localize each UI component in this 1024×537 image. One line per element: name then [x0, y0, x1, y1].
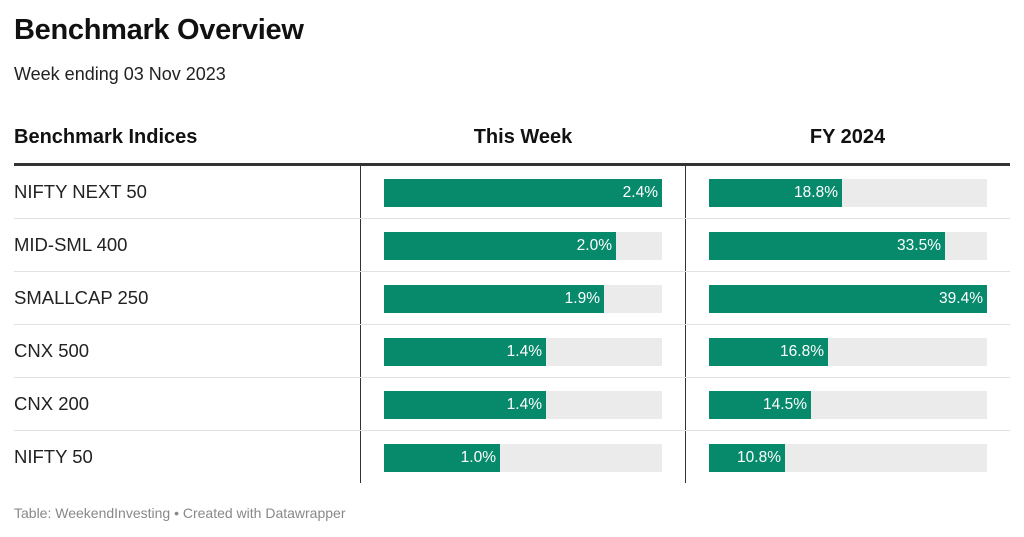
fy-2024-value-label: 33.5%	[897, 237, 941, 254]
column-divider	[685, 219, 686, 271]
this-week-value-label: 2.0%	[576, 237, 612, 254]
fy-2024-bar: 16.8%	[709, 338, 828, 366]
table-row: CNX 200 1.4% 14.5%	[14, 378, 1010, 431]
this-week-bar-track: 1.4%	[384, 391, 662, 419]
column-divider	[685, 325, 686, 377]
this-week-bar-track: 1.4%	[384, 338, 662, 366]
fy-2024-value-label: 18.8%	[794, 184, 838, 201]
column-header-this-week: This Week	[473, 126, 573, 148]
fy-2024-bar-track: 39.4%	[709, 285, 987, 313]
table-row: NIFTY NEXT 50 2.4% 18.8%	[14, 166, 1010, 219]
column-divider	[360, 272, 361, 324]
fy-2024-bar-track: 16.8%	[709, 338, 987, 366]
index-name: NIFTY 50	[14, 446, 93, 467]
page-title: Benchmark Overview	[14, 14, 304, 46]
this-week-bar-track: 2.4%	[384, 179, 662, 207]
this-week-value-label: 1.4%	[506, 343, 542, 360]
this-week-bar: 1.9%	[384, 285, 604, 313]
fy-2024-bar-track: 33.5%	[709, 232, 987, 260]
column-divider	[360, 325, 361, 377]
column-divider	[360, 431, 361, 483]
this-week-bar: 2.0%	[384, 232, 616, 260]
column-divider	[360, 219, 361, 271]
fy-2024-value-label: 10.8%	[737, 449, 781, 466]
index-name: CNX 200	[14, 393, 90, 414]
fy-2024-value-label: 16.8%	[780, 343, 824, 360]
index-name: MID-SML 400	[14, 234, 128, 255]
fy-2024-bar: 39.4%	[709, 285, 987, 313]
page-subtitle: Week ending 03 Nov 2023	[14, 64, 226, 84]
column-divider	[360, 378, 361, 430]
fy-2024-bar-track: 10.8%	[709, 444, 987, 472]
this-week-bar: 1.0%	[384, 444, 500, 472]
table-row: NIFTY 50 1.0% 10.8%	[14, 431, 1010, 483]
column-divider	[685, 378, 686, 430]
table-header: Benchmark Indices This Week FY 2024	[14, 118, 1010, 166]
benchmark-table: Benchmark Indices This Week FY 2024 NIFT…	[14, 118, 1010, 483]
column-divider	[685, 431, 686, 483]
this-week-bar-track: 1.9%	[384, 285, 662, 313]
column-header-indices: Benchmark Indices	[14, 126, 198, 148]
fy-2024-bar: 14.5%	[709, 391, 811, 419]
this-week-bar-track: 1.0%	[384, 444, 662, 472]
this-week-value-label: 1.9%	[564, 290, 600, 307]
column-divider	[685, 166, 686, 218]
this-week-value-label: 2.4%	[622, 184, 658, 201]
table-row: MID-SML 400 2.0% 33.5%	[14, 219, 1010, 272]
fy-2024-bar: 33.5%	[709, 232, 945, 260]
this-week-value-label: 1.0%	[460, 449, 496, 466]
table-body: NIFTY NEXT 50 2.4% 18.8% MID-SML 400 2.0% 33.…	[14, 166, 1010, 483]
table-row: CNX 500 1.4% 16.8%	[14, 325, 1010, 378]
index-name: CNX 500	[14, 340, 90, 361]
this-week-bar-track: 2.0%	[384, 232, 662, 260]
column-divider	[360, 166, 361, 218]
index-name: SMALLCAP 250	[14, 287, 149, 308]
source-credit: Table: WeekendInvesting • Created with D…	[14, 505, 346, 521]
fy-2024-value-label: 39.4%	[939, 290, 983, 307]
fy-2024-bar: 18.8%	[709, 179, 842, 207]
this-week-bar: 2.4%	[384, 179, 662, 207]
fy-2024-bar: 10.8%	[709, 444, 785, 472]
this-week-bar: 1.4%	[384, 338, 546, 366]
column-header-fy-2024: FY 2024	[809, 126, 886, 148]
fy-2024-value-label: 14.5%	[763, 396, 807, 413]
this-week-bar: 1.4%	[384, 391, 546, 419]
fy-2024-bar-track: 18.8%	[709, 179, 987, 207]
this-week-value-label: 1.4%	[506, 396, 542, 413]
table-row: SMALLCAP 250 1.9% 39.4%	[14, 272, 1010, 325]
index-name: NIFTY NEXT 50	[14, 181, 147, 202]
column-divider	[685, 272, 686, 324]
fy-2024-bar-track: 14.5%	[709, 391, 987, 419]
